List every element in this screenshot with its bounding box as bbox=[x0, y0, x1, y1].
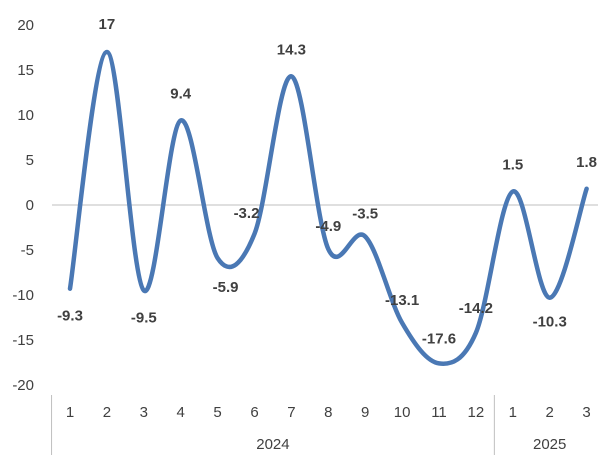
x-tick-label: 4 bbox=[177, 404, 185, 421]
x-group-label: 2024 bbox=[256, 436, 289, 453]
data-label: -3.2 bbox=[234, 205, 260, 222]
data-label: 17 bbox=[99, 16, 116, 33]
x-tick-label: 8 bbox=[324, 404, 332, 421]
x-tick-label: 2 bbox=[103, 404, 111, 421]
data-label: -4.9 bbox=[315, 218, 341, 235]
x-group-label: 2025 bbox=[533, 436, 566, 453]
x-tick-label: 1 bbox=[66, 404, 74, 421]
data-label: -9.3 bbox=[57, 308, 83, 325]
data-label: 1.5 bbox=[502, 157, 523, 174]
x-tick-label: 6 bbox=[250, 404, 258, 421]
data-label: -3.5 bbox=[352, 206, 378, 223]
data-label: -14.2 bbox=[459, 300, 493, 317]
y-tick-label: -5 bbox=[21, 242, 34, 259]
x-tick-label: 10 bbox=[394, 404, 411, 421]
data-label: -13.1 bbox=[385, 292, 419, 309]
x-tick-label: 12 bbox=[468, 404, 485, 421]
data-label: 1.8 bbox=[576, 154, 597, 171]
data-label: 14.3 bbox=[277, 41, 306, 58]
y-axis: 20 15 10 5 0 -5 -10 -15 -20 bbox=[12, 17, 34, 394]
x-tick-label: 7 bbox=[287, 404, 295, 421]
y-tick-label: 20 bbox=[17, 17, 34, 34]
data-label: -17.6 bbox=[422, 330, 456, 347]
y-tick-label: 10 bbox=[17, 107, 34, 124]
x-tick-label: 5 bbox=[213, 404, 221, 421]
data-label: -5.9 bbox=[213, 279, 239, 296]
y-tick-label: -15 bbox=[12, 332, 34, 349]
y-tick-label: -10 bbox=[12, 287, 34, 304]
data-labels: -9.3 17 -9.5 9.4 -5.9 -3.2 14.3 -4.9 -3.5 -13.1 -1… bbox=[57, 16, 597, 347]
x-tick-label: 1 bbox=[509, 404, 517, 421]
data-label: -9.5 bbox=[131, 310, 157, 327]
y-tick-label: 5 bbox=[26, 152, 34, 169]
series-line bbox=[67, 49, 589, 366]
x-tick-label: 11 bbox=[431, 404, 447, 421]
y-tick-label: -20 bbox=[12, 377, 34, 394]
y-tick-label: 15 bbox=[17, 62, 34, 79]
data-label: 9.4 bbox=[170, 85, 192, 102]
x-tick-label: 9 bbox=[361, 404, 369, 421]
y-tick-label: 0 bbox=[26, 197, 34, 214]
x-tick-label: 2 bbox=[546, 404, 554, 421]
x-tick-label: 3 bbox=[582, 404, 590, 421]
data-label: -10.3 bbox=[533, 314, 567, 331]
x-tick-label: 3 bbox=[140, 404, 148, 421]
